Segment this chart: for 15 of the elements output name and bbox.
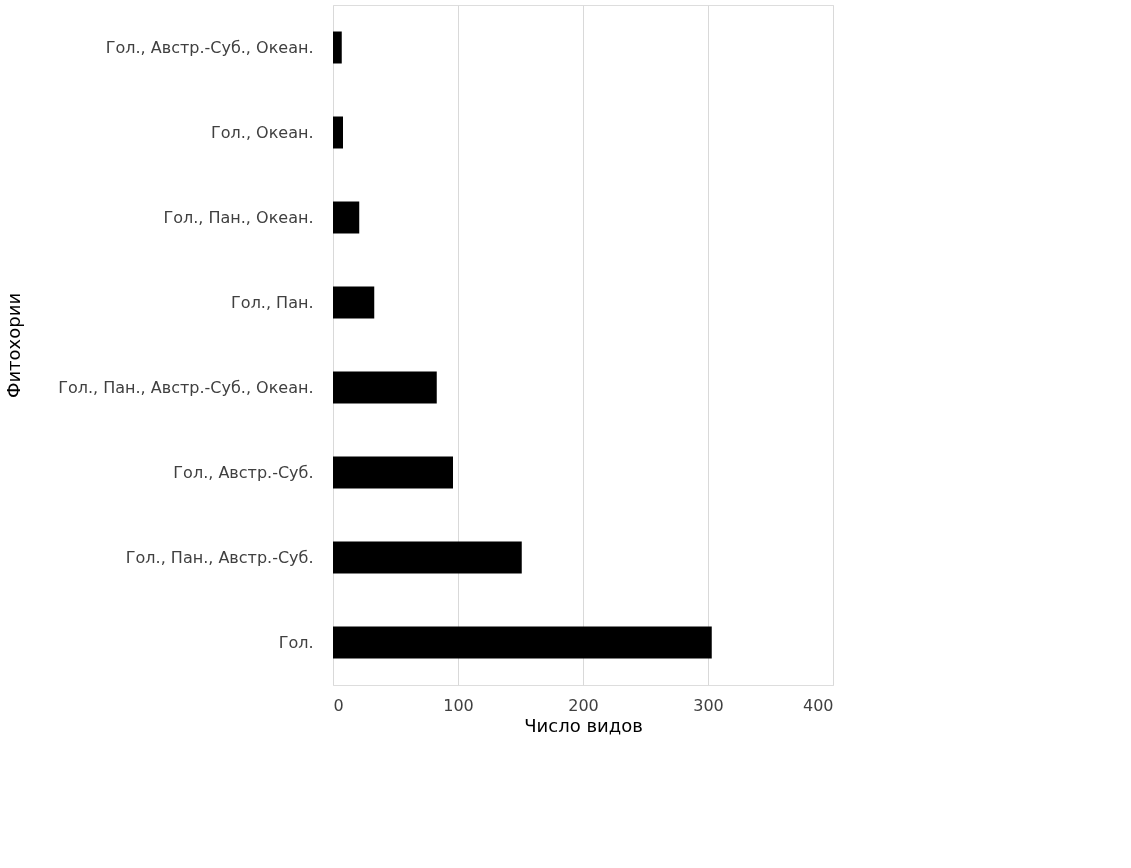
y-tick-label: Гол., Пан., Австр.-Суб., Океан. [58, 377, 314, 397]
y-tick-label: Гол., Пан., Океан. [163, 207, 314, 227]
y-tick-label: Гол., Океан. [211, 122, 314, 142]
x-axis-title: Число видов [524, 714, 643, 736]
x-tick-label: 100 [443, 695, 474, 715]
y-tick-label: Гол. [278, 632, 314, 652]
x-tick-label: 300 [693, 695, 724, 715]
y-tick-label: Гол., Пан., Австр.-Суб. [125, 547, 314, 567]
y-tick-label: Гол., Австр.-Суб. [173, 462, 314, 482]
x-tick-label: 200 [568, 695, 599, 715]
x-tick-label: 400 [802, 695, 834, 715]
y-tick-label: Гол., Австр.-Суб., Океан. [105, 37, 314, 57]
x-tick-label: 0 [333, 695, 344, 715]
y-tick-label: Гол., Пан. [231, 292, 314, 312]
y-axis-title: Фитохории [2, 292, 24, 399]
